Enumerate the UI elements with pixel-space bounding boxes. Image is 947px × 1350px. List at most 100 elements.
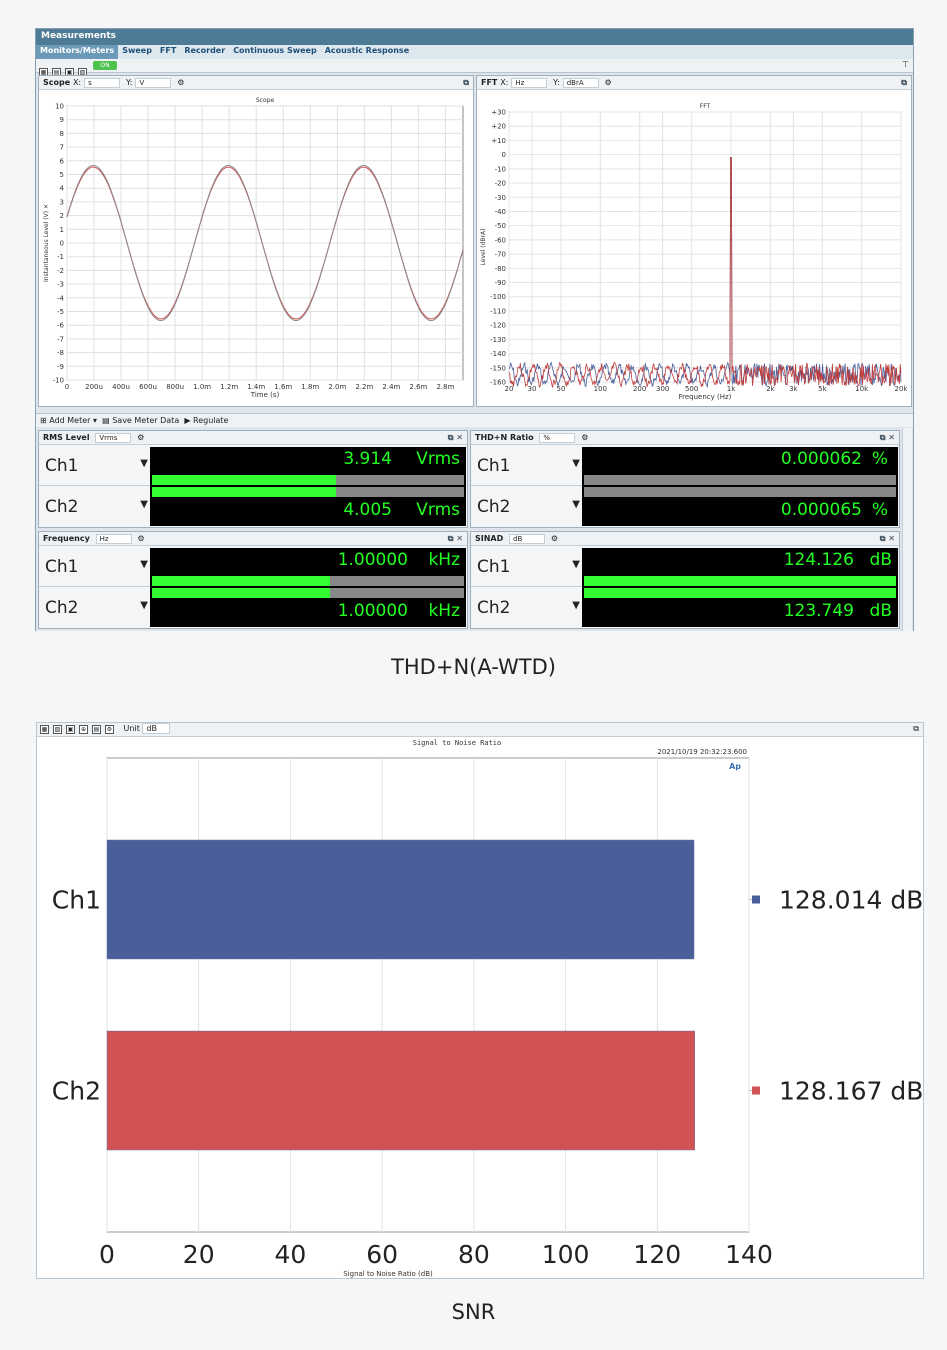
save-icon[interactable]: ▣	[66, 725, 75, 734]
close-icon[interactable]: ✕	[453, 433, 463, 442]
scope-x-tick: 1.0m	[193, 383, 211, 391]
regulate-label: Regulate	[193, 416, 229, 425]
settings-icon[interactable]: ⚙	[137, 534, 145, 543]
settings-icon[interactable]: ⚙	[581, 433, 589, 442]
meters-scrollbar[interactable]	[902, 428, 912, 631]
scope-y-tick: 4	[60, 185, 65, 193]
popout-icon[interactable]: ⧉	[913, 724, 919, 733]
rms-ch1-label: Ch1	[45, 456, 79, 476]
tab-monitors-meters[interactable]: Monitors/Meters	[36, 45, 119, 59]
popout-icon[interactable]: ⧉	[879, 433, 886, 442]
rms-level-meter: RMS Level Vrms ⚙ ✕ ⧉ Ch1 ▼ Ch2 ▼ Vrms 3.…	[38, 430, 468, 528]
rms-unit-select[interactable]: Vrms	[95, 433, 132, 443]
regulate-button[interactable]: ▶ Regulate	[184, 416, 229, 425]
fft-x-label: X:	[500, 78, 509, 87]
sinad-ch2-selector[interactable]: Ch2 ▼	[471, 588, 582, 628]
fft-y-tick: -150	[490, 364, 506, 372]
settings-icon[interactable]: ⚙	[137, 433, 145, 442]
tab-acoustic-response[interactable]: Acoustic Response	[324, 46, 410, 55]
save-meter-data-label: Save Meter Data	[112, 416, 180, 425]
settings-icon[interactable]: ⚙	[604, 78, 612, 87]
fft-y-tick: -30	[495, 194, 506, 202]
fft-y-tick: -80	[495, 265, 506, 273]
tab-recorder[interactable]: Recorder	[184, 46, 226, 55]
ap-logo-icon: Ap	[729, 762, 741, 771]
fft-y-unit-select[interactable]: dBrA	[562, 78, 599, 88]
rms-ch1-selector[interactable]: Ch1 ▼	[39, 446, 150, 486]
scope-y-tick: -5	[57, 308, 64, 316]
fft-x-tick: 1k	[727, 385, 736, 393]
popout-icon[interactable]: ⧉	[463, 78, 469, 87]
scope-x-unit-select[interactable]: s	[84, 78, 121, 88]
tab-sweep[interactable]: Sweep	[122, 46, 152, 55]
add-meter-button[interactable]: ⊞ Add Meter ▾	[40, 416, 98, 425]
freq-unit-select[interactable]: Hz	[95, 534, 132, 544]
pin-icon[interactable]: ⊤	[902, 60, 909, 69]
chevron-down-icon: ▼	[572, 499, 580, 510]
scope-y-axis-label: Instantaneous Level (V) ✕	[43, 204, 50, 282]
sinad-ch1-unit: dB	[869, 550, 892, 570]
chart-icon[interactable]: ▧	[53, 725, 62, 734]
save-meter-data-button[interactable]: ▤ Save Meter Data	[102, 416, 180, 425]
popout-icon[interactable]: ⧉	[879, 534, 886, 543]
tab-fft[interactable]: FFT	[159, 46, 177, 55]
fft-y-tick: -50	[495, 222, 506, 230]
close-icon[interactable]: ✕	[885, 534, 895, 543]
scope-y-tick: -2	[57, 267, 64, 275]
freq-ch1-label: Ch1	[45, 557, 79, 577]
close-icon[interactable]: ✕	[885, 433, 895, 442]
snr-category-label: Ch2	[52, 1077, 101, 1106]
tab-continuous-sweep[interactable]: Continuous Sweep	[233, 46, 317, 55]
sinad-ch1-bar-fill	[584, 576, 896, 586]
zoom-icon[interactable]: ⊕	[79, 725, 88, 734]
settings-icon[interactable]: ⚙	[550, 534, 559, 543]
grid-icon[interactable]: ▦	[40, 725, 49, 734]
layout-icon[interactable]: ▤	[92, 725, 101, 734]
scope-x-label: X:	[72, 78, 82, 87]
chevron-down-icon: ▼	[140, 559, 148, 570]
scope-y-tick: -6	[57, 322, 65, 330]
freq-ch2-selector[interactable]: Ch2 ▼	[39, 588, 150, 628]
popout-icon[interactable]: ⧉	[447, 534, 454, 543]
settings-icon[interactable]: ⚙	[177, 78, 185, 87]
unit-select[interactable]: dB	[142, 723, 171, 734]
scope-x-tick: 2.4m	[382, 383, 400, 391]
fft-x-unit-select[interactable]: Hz	[511, 78, 548, 88]
thdn-unit-select[interactable]: %	[539, 433, 576, 443]
snr-plot-area	[106, 757, 750, 1233]
sinad-unit-select[interactable]: dB	[509, 534, 546, 544]
main-toolbar: ▦ ▤ ▣ ▧ON ⊤	[36, 59, 913, 77]
frequency-meter: Frequency Hz ⚙ ✕ ⧉ Ch1 ▼ Ch2 ▼ kHz 1.000…	[38, 531, 468, 629]
thdn-ch2-selector[interactable]: Ch2 ▼	[471, 487, 582, 527]
rms-ch2-label: Ch2	[45, 497, 79, 517]
chevron-down-icon: ▼	[572, 458, 580, 469]
measurements-window: Measurements Monitors/Meters Sweep FFT Reco…	[35, 28, 914, 631]
on-toggle[interactable]: ON	[93, 61, 117, 70]
snr-value-label: 128.014 dB	[779, 886, 923, 915]
scope-x-tick: 200u	[85, 383, 103, 391]
scope-y-unit-select[interactable]: V	[135, 78, 172, 88]
fft-y-tick: -100	[490, 293, 506, 301]
fft-trace-ch2	[508, 157, 902, 389]
freq-ch1-value: 1.00000	[337, 550, 408, 570]
chevron-down-icon: ▼	[140, 600, 148, 611]
scope-y-tick: -8	[57, 349, 64, 357]
thdn-ch1-selector[interactable]: Ch1 ▼	[471, 446, 582, 486]
close-icon[interactable]: ✕	[453, 534, 463, 543]
unit-label: Unit	[123, 724, 140, 733]
popout-icon[interactable]: ⧉	[447, 433, 454, 442]
sinad-ch1-selector[interactable]: Ch1 ▼	[471, 547, 582, 587]
settings-icon[interactable]: ⚙	[105, 725, 114, 734]
thdn-ch2-value: 0.000065	[780, 500, 862, 520]
rms-ch2-selector[interactable]: Ch2 ▼	[39, 487, 150, 527]
popout-icon[interactable]: ⧉	[901, 78, 907, 87]
scope-x-tick: 800u	[166, 383, 184, 391]
fft-y-tick: -120	[490, 322, 506, 330]
scope-y-tick: 7	[60, 144, 64, 152]
thdn-ch2-unit: %	[871, 500, 888, 520]
freq-ch1-selector[interactable]: Ch1 ▼	[39, 547, 150, 587]
snr-chart: Signal to Noise Ratio 2021/10/19 20:32:23…	[52, 739, 923, 1278]
fft-y-axis-label: Level (dBrA)	[480, 229, 487, 266]
fft-y-tick: -40	[495, 208, 506, 216]
